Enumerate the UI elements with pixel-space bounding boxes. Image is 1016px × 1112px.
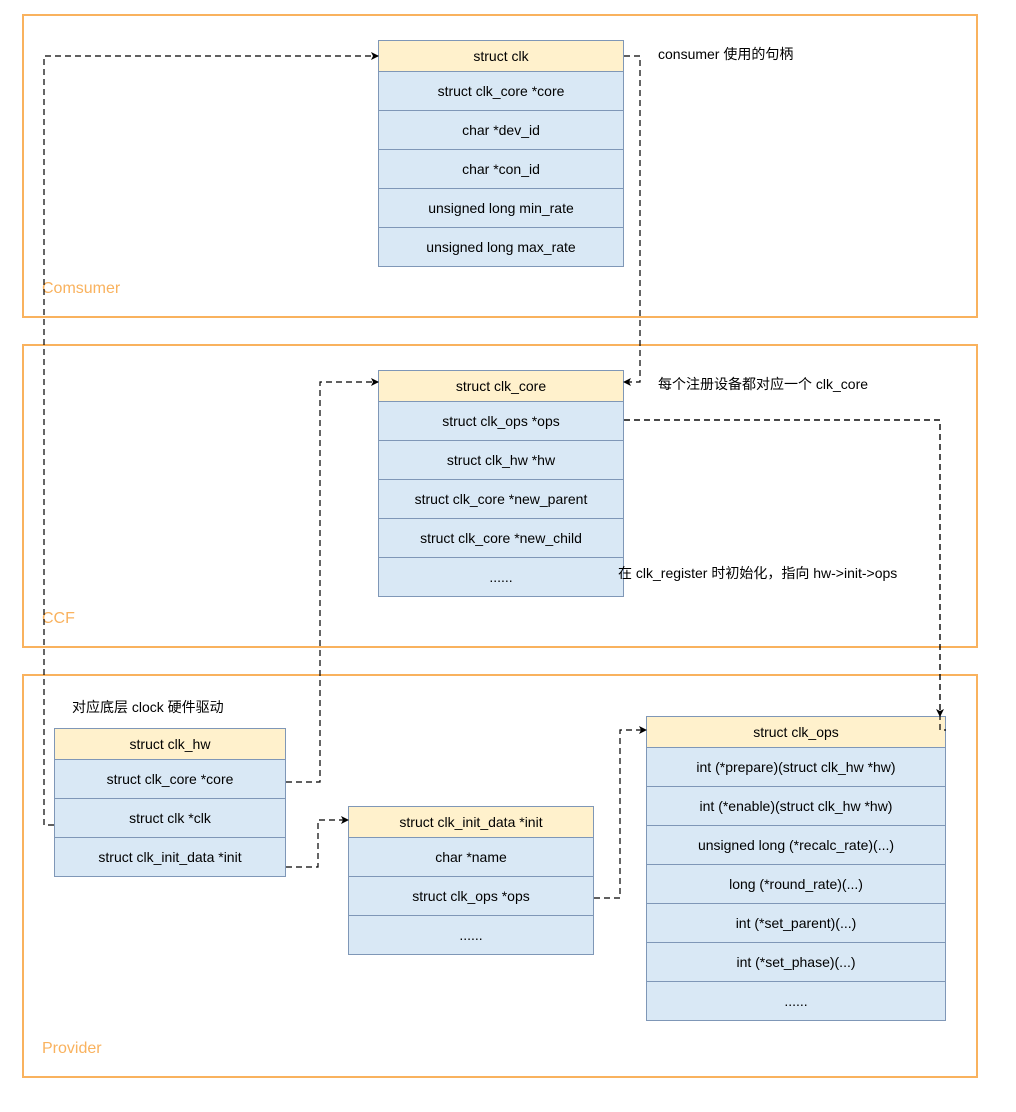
struct-clk-core-header: struct clk_core <box>379 371 623 402</box>
struct-clk-hw-field: struct clk *clk <box>55 799 285 838</box>
section-ccf-label: CCF <box>42 610 75 628</box>
struct-clk-init-data-field: char *name <box>349 838 593 877</box>
struct-clk-init-data: struct clk_init_data *init char *name st… <box>348 806 594 955</box>
struct-clk-core-field: ...... <box>379 558 623 596</box>
struct-clk-ops-field: ...... <box>647 982 945 1020</box>
annotation-clk-register: 在 clk_register 时初始化，指向 hw->init->ops <box>618 563 897 583</box>
annotation-hw-driver: 对应底层 clock 硬件驱动 <box>72 697 224 717</box>
annotation-consumer-handle: consumer 使用的句柄 <box>658 44 793 64</box>
struct-clk-init-data-field: struct clk_ops *ops <box>349 877 593 916</box>
section-provider-label: Provider <box>42 1040 102 1058</box>
annotation-clk-core: 每个注册设备都对应一个 clk_core <box>658 374 868 394</box>
struct-clk-ops: struct clk_ops int (*prepare)(struct clk… <box>646 716 946 1021</box>
struct-clk-field: char *con_id <box>379 150 623 189</box>
struct-clk-hw: struct clk_hw struct clk_core *core stru… <box>54 728 286 877</box>
struct-clk-core-field: struct clk_hw *hw <box>379 441 623 480</box>
struct-clk-ops-field: int (*set_parent)(...) <box>647 904 945 943</box>
struct-clk-core-field: struct clk_core *new_child <box>379 519 623 558</box>
struct-clk-ops-field: long (*round_rate)(...) <box>647 865 945 904</box>
struct-clk-ops-field: unsigned long (*recalc_rate)(...) <box>647 826 945 865</box>
struct-clk-field: struct clk_core *core <box>379 72 623 111</box>
struct-clk-init-data-header: struct clk_init_data *init <box>349 807 593 838</box>
section-consumer-label: Comsumer <box>42 280 120 298</box>
struct-clk-init-data-field: ...... <box>349 916 593 954</box>
struct-clk-core-field: struct clk_core *new_parent <box>379 480 623 519</box>
struct-clk-core-field: struct clk_ops *ops <box>379 402 623 441</box>
struct-clk-header: struct clk <box>379 41 623 72</box>
struct-clk-ops-field: int (*enable)(struct clk_hw *hw) <box>647 787 945 826</box>
diagram-canvas: Comsumer CCF Provider struct clk struct … <box>0 0 1016 1112</box>
struct-clk-ops-field: int (*prepare)(struct clk_hw *hw) <box>647 748 945 787</box>
struct-clk-field: unsigned long max_rate <box>379 228 623 266</box>
struct-clk-core: struct clk_core struct clk_ops *ops stru… <box>378 370 624 597</box>
struct-clk-field: unsigned long min_rate <box>379 189 623 228</box>
struct-clk: struct clk struct clk_core *core char *d… <box>378 40 624 267</box>
struct-clk-hw-field: struct clk_init_data *init <box>55 838 285 876</box>
struct-clk-hw-field: struct clk_core *core <box>55 760 285 799</box>
struct-clk-ops-field: int (*set_phase)(...) <box>647 943 945 982</box>
struct-clk-ops-header: struct clk_ops <box>647 717 945 748</box>
struct-clk-hw-header: struct clk_hw <box>55 729 285 760</box>
struct-clk-field: char *dev_id <box>379 111 623 150</box>
